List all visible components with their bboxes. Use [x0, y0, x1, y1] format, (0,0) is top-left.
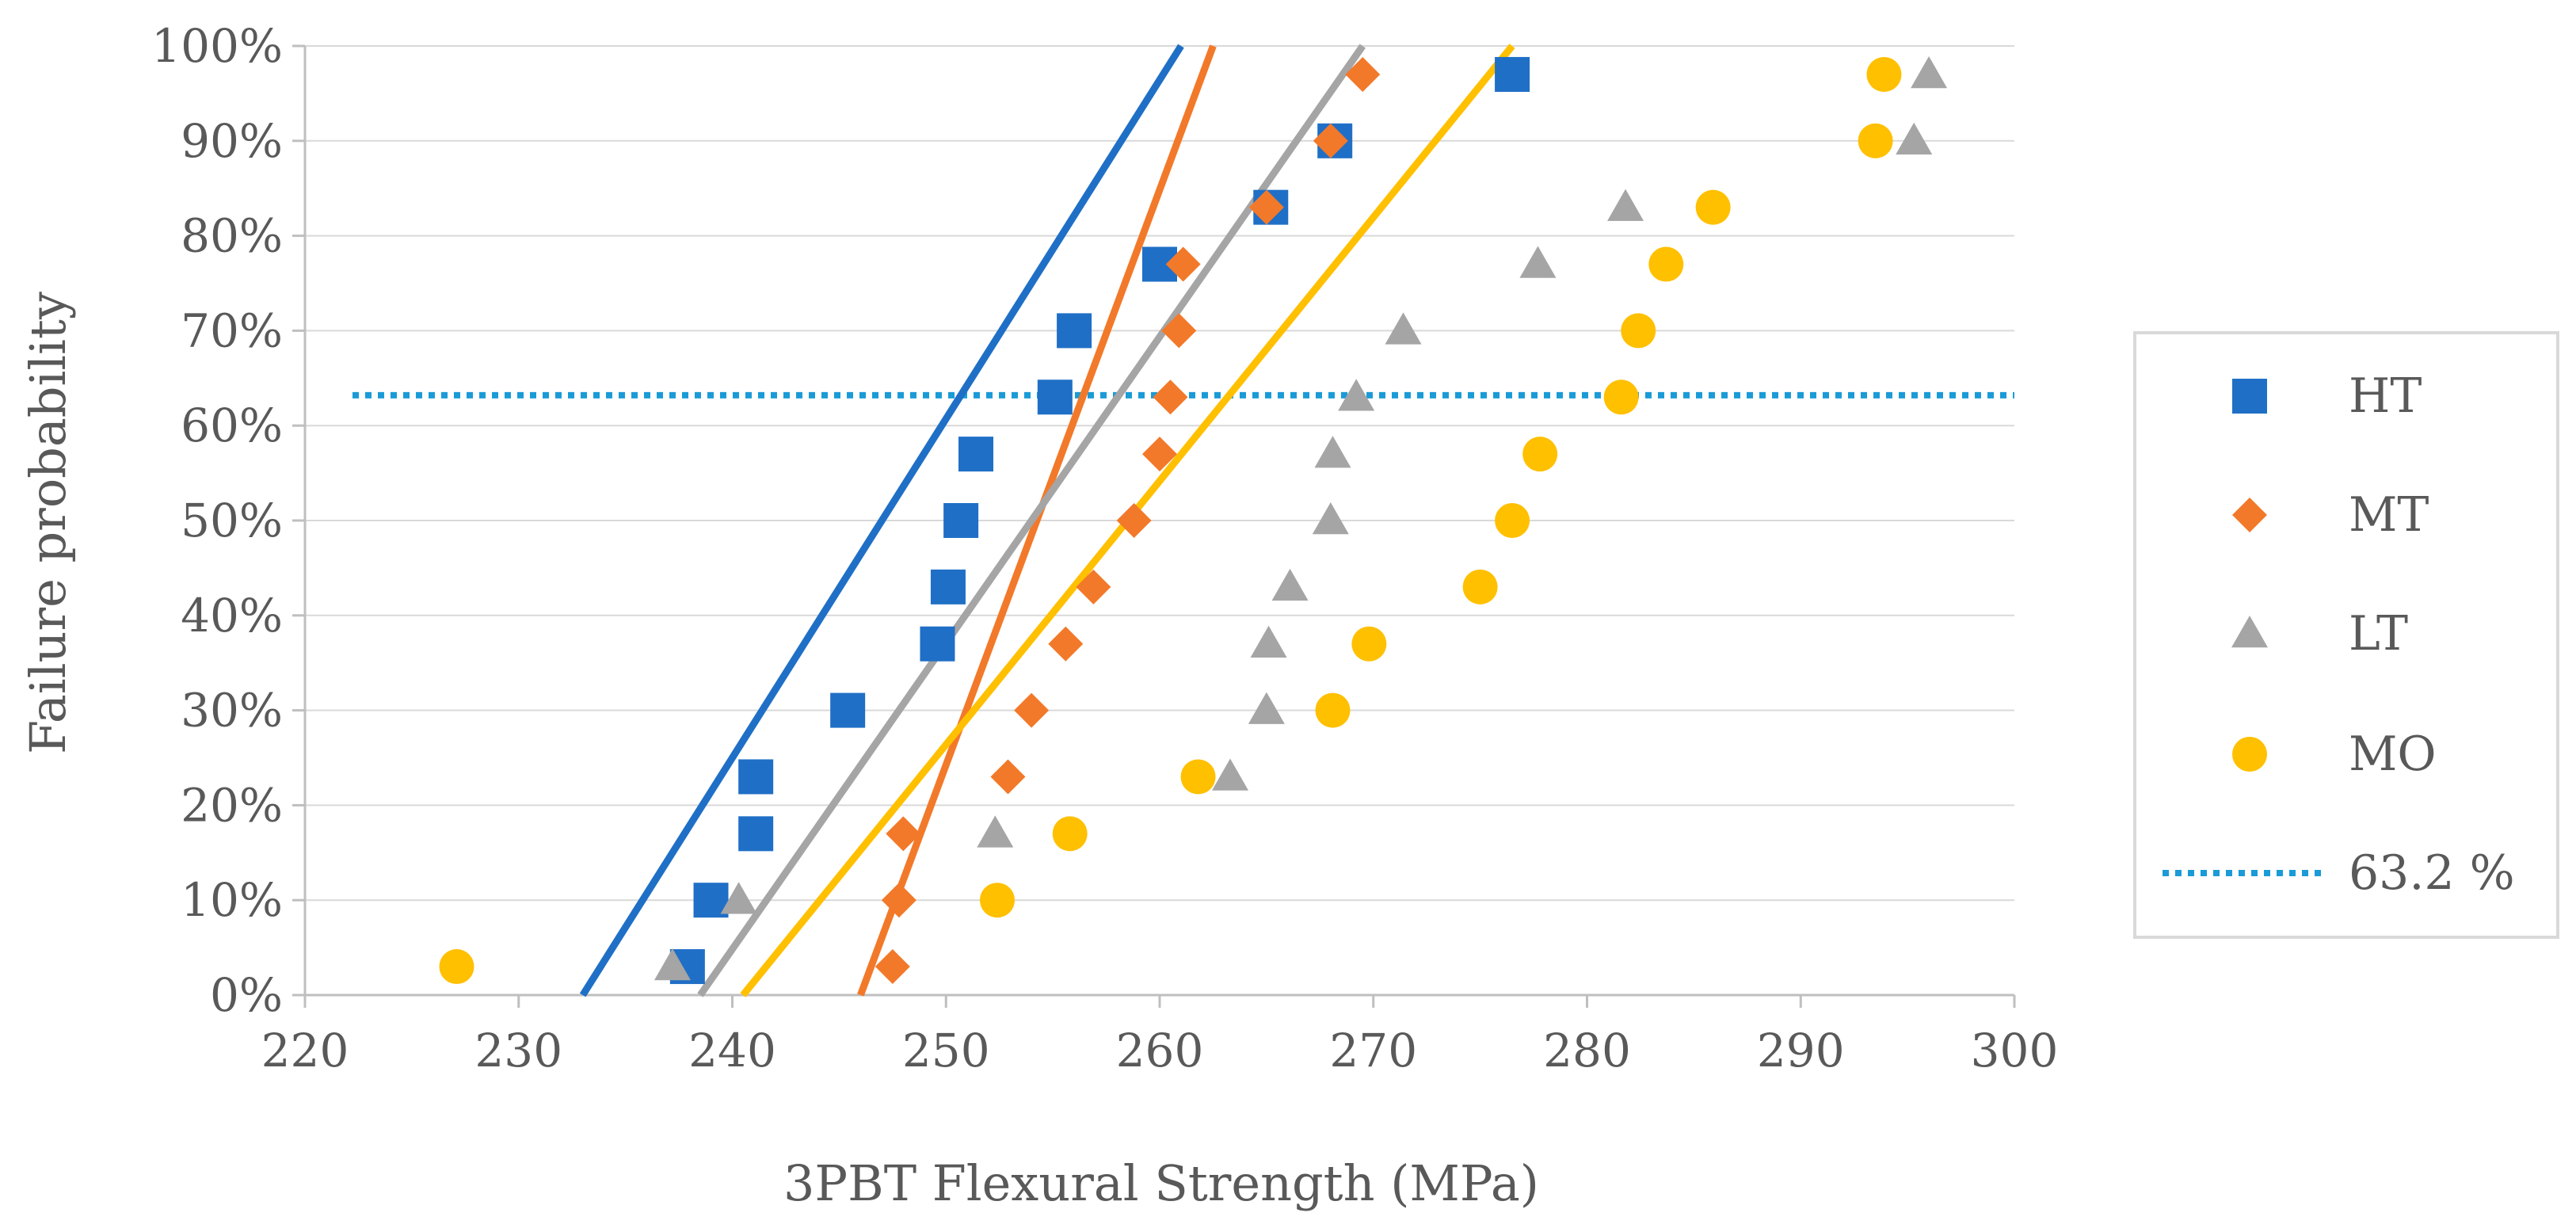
legend-label-ht: HT	[2349, 368, 2422, 424]
point-mo	[1866, 56, 1902, 92]
y-tick-label: 80%	[181, 209, 283, 263]
x-tick-label: 270	[1329, 1024, 1417, 1077]
point-ht	[943, 503, 979, 538]
point-ht	[738, 759, 774, 795]
point-lt	[1314, 436, 1351, 468]
point-lt	[654, 948, 691, 981]
x-tick-label: 290	[1757, 1024, 1845, 1077]
point-lt	[1250, 625, 1287, 658]
point-mt	[875, 949, 910, 985]
y-tick-label: 60%	[181, 399, 283, 452]
gridlines	[305, 45, 2014, 902]
point-lt	[720, 882, 757, 914]
point-lt	[1338, 379, 1375, 411]
point-mo	[1858, 123, 1893, 158]
point-lt	[1248, 692, 1285, 724]
data-points	[439, 55, 1948, 985]
point-mo	[1315, 692, 1351, 728]
point-mt	[1048, 626, 1084, 662]
y-tick-label: 100%	[151, 19, 283, 73]
x-tick-label: 250	[902, 1024, 990, 1077]
point-mt	[1161, 313, 1197, 349]
point-mt	[1345, 56, 1381, 92]
legend-marker-ht	[2232, 379, 2267, 414]
point-mo	[1462, 569, 1498, 604]
point-mt	[886, 816, 921, 852]
x-tick-label: 280	[1543, 1024, 1631, 1077]
point-mo	[1180, 759, 1216, 795]
y-axis-title: Failure probability	[19, 292, 77, 754]
point-mo	[979, 883, 1015, 918]
point-ht	[920, 626, 955, 662]
y-tick-label: 70%	[181, 303, 283, 357]
x-tick-label: 260	[1116, 1024, 1204, 1077]
point-mt	[990, 759, 1026, 795]
y-tick-label: 90%	[181, 114, 283, 168]
point-mt	[881, 883, 916, 918]
x-tick-label: 230	[474, 1024, 562, 1077]
point-mo	[1621, 313, 1656, 349]
legend-marker-mt	[2232, 498, 2267, 532]
point-lt	[1385, 312, 1422, 345]
point-lt	[1607, 189, 1644, 221]
y-tick-label: 30%	[181, 684, 283, 738]
point-lt	[1896, 122, 1933, 155]
point-mo	[1603, 379, 1639, 415]
legend-box	[2133, 331, 2559, 939]
y-tick-label: 0%	[210, 968, 283, 1022]
point-lt	[1271, 568, 1309, 601]
point-mo	[1052, 816, 1088, 852]
point-mt	[1165, 246, 1201, 282]
y-tick-label: 40%	[181, 589, 283, 643]
y-tick-label: 50%	[181, 494, 283, 547]
y-tick-label: 20%	[181, 778, 283, 832]
x-tick-label: 220	[261, 1024, 349, 1077]
legend-label-mt: MT	[2349, 487, 2429, 543]
point-mo	[1648, 246, 1684, 282]
point-mo	[1351, 626, 1387, 662]
x-tick-label: 300	[1971, 1024, 2059, 1077]
point-lt	[977, 815, 1014, 848]
point-mt	[1142, 437, 1177, 472]
point-mt	[1153, 379, 1188, 415]
legend-marker-mo	[2232, 737, 2267, 772]
point-lt	[1212, 758, 1249, 791]
legend: HT MT LT MO 63.2 %	[2133, 331, 2559, 939]
point-lt	[1911, 55, 1948, 89]
legend-label-mo: MO	[2349, 727, 2437, 782]
point-mo	[1695, 189, 1731, 225]
point-ht	[830, 692, 866, 728]
point-mo	[1495, 503, 1530, 538]
point-lt	[1312, 502, 1349, 535]
x-axis-title: 3PBT Flexural Strength (MPa)	[783, 1154, 1539, 1212]
y-tick-label: 10%	[181, 873, 283, 927]
point-mt	[1313, 123, 1348, 158]
point-ht	[1037, 379, 1073, 415]
point-ht	[1495, 56, 1530, 92]
tick-labels: 220 230 240 250 260 270 280 290 300 0% 10% 20% 30% 40…	[151, 19, 2058, 1077]
point-mo	[1522, 437, 1558, 472]
point-lt	[1519, 246, 1557, 278]
point-ht	[958, 437, 994, 472]
legend-marker-lt	[2231, 616, 2268, 648]
trendline-ht	[579, 44, 1184, 997]
x-tick-label: 240	[688, 1024, 776, 1077]
point-ht	[1057, 313, 1092, 349]
axes	[292, 44, 2016, 1008]
point-mt	[1014, 692, 1050, 728]
legend-label-reference: 63.2 %	[2349, 845, 2515, 901]
legend-label-lt: LT	[2349, 606, 2408, 662]
point-mt	[1076, 569, 1111, 604]
point-mt	[1116, 503, 1152, 538]
point-ht	[930, 569, 966, 604]
point-ht	[738, 816, 774, 852]
point-mo	[439, 949, 474, 985]
trendline-mt	[857, 44, 1217, 997]
point-mt	[1248, 189, 1284, 225]
